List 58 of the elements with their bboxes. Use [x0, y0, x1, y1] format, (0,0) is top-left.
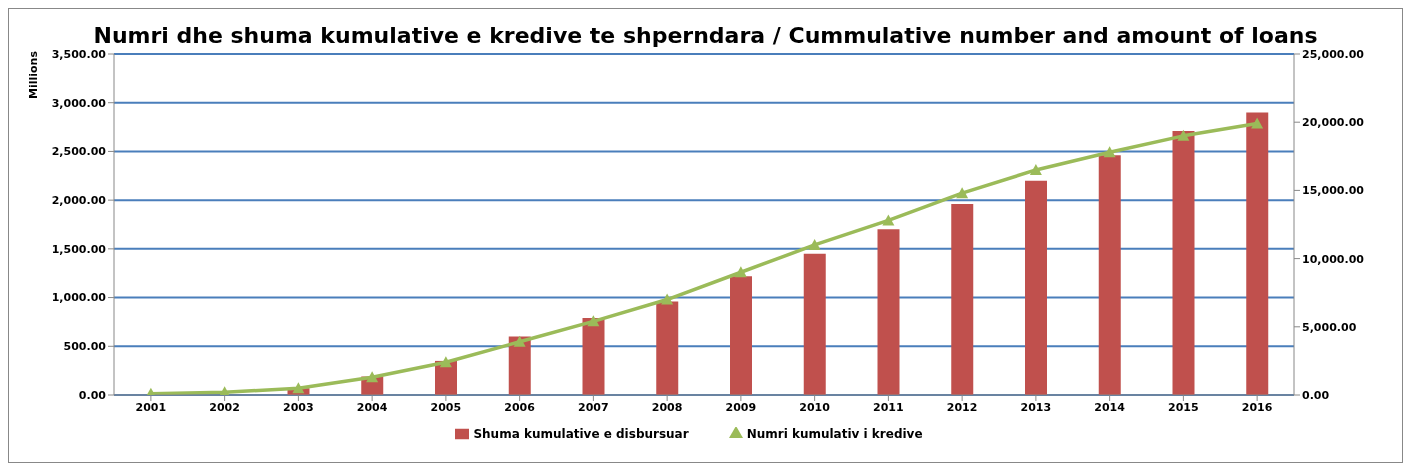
- y2-tick-label: 15,000.00: [1302, 184, 1365, 198]
- x-tick-label: 2008: [651, 400, 683, 414]
- y2-tick-label: 5,000.00: [1302, 320, 1357, 334]
- legend-label: Numri kumulativ i kredive: [746, 427, 923, 441]
- y-tick-label: 1,000.00: [51, 291, 107, 305]
- x-tick-label: 2014: [1094, 400, 1126, 414]
- bar: [803, 253, 826, 395]
- point: [882, 214, 895, 226]
- x-tick-label: 2010: [799, 400, 831, 414]
- x-tick-label: 2007: [578, 400, 609, 414]
- x-tick-label: 2003: [283, 400, 314, 414]
- y-tick-label: 2,500.00: [51, 145, 107, 159]
- x-tick-label: 2015: [1168, 400, 1199, 414]
- bar: [1098, 155, 1121, 395]
- x-tick-label: 2001: [135, 400, 167, 414]
- y-tick-label: 0.00: [78, 388, 107, 402]
- point: [1251, 117, 1264, 129]
- x-tick-label: 2006: [504, 400, 536, 414]
- y-tick-label: 3,500.00: [51, 47, 107, 61]
- bar: [730, 276, 752, 395]
- y-tick-label: 1,500.00: [51, 242, 107, 256]
- point: [956, 187, 969, 199]
- point: [292, 382, 305, 394]
- x-tick-label: 2002: [209, 400, 240, 414]
- point: [1029, 163, 1042, 175]
- x-tick-label: 2012: [946, 400, 978, 414]
- bar: [1246, 112, 1269, 395]
- y-tick-label: 2,000.00: [51, 194, 107, 208]
- point: [1177, 129, 1190, 141]
- y-tick-label: 500.00: [63, 340, 107, 354]
- bar: [951, 204, 974, 395]
- bar: [582, 318, 605, 395]
- point: [734, 266, 747, 278]
- y2-tick-label: 10,000.00: [1302, 252, 1365, 266]
- chart-title: Numri dhe shuma kumulative e kredive te shperndara / Cummulative number and amount of loans: [92, 23, 1319, 48]
- x-tick-label: 2016: [1241, 400, 1273, 414]
- point: [439, 356, 452, 368]
- bar: [656, 301, 679, 395]
- y-tick-label: 3,000.00: [51, 96, 107, 110]
- point: [1103, 146, 1116, 158]
- y2-tick-label: 20,000.00: [1302, 116, 1365, 130]
- bar: [1172, 130, 1195, 395]
- y2-tick-label: 0.00: [1302, 388, 1330, 402]
- point: [661, 293, 674, 305]
- x-tick-label: 2013: [1020, 400, 1052, 414]
- point: [366, 371, 379, 383]
- legend-label: Shuma kumulative e disbursuar: [473, 427, 689, 441]
- y2-tick-label: 25,000.00: [1302, 47, 1365, 61]
- x-tick-label: 2004: [356, 400, 388, 414]
- point: [587, 315, 600, 327]
- bar: [877, 229, 900, 395]
- point: [513, 335, 526, 347]
- y-axis-title: Millions: [27, 51, 40, 99]
- x-tick-label: 2005: [430, 400, 462, 414]
- x-tick-label: 2011: [873, 400, 904, 414]
- x-tick-label: 2009: [725, 400, 757, 414]
- point: [808, 238, 821, 250]
- bar: [1025, 180, 1047, 395]
